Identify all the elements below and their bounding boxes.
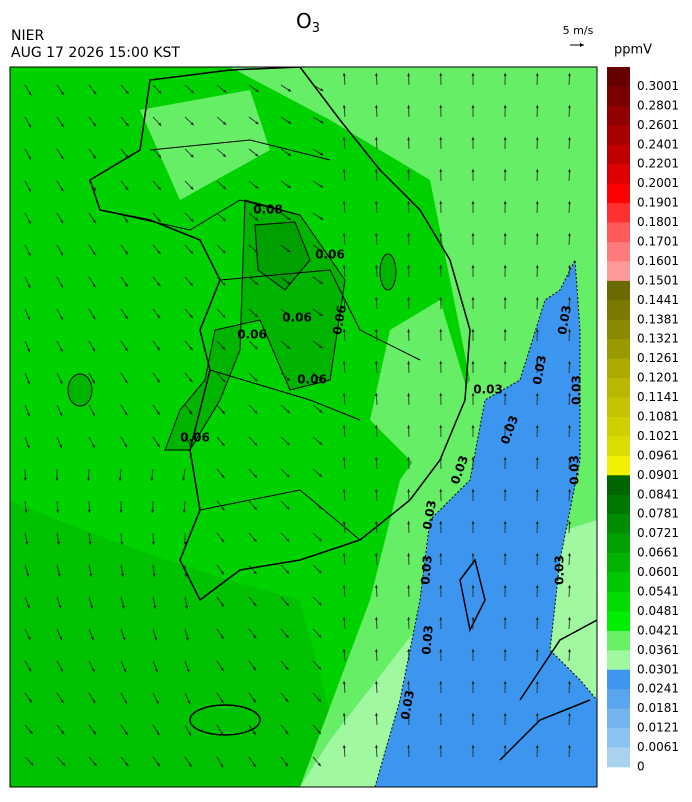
colorbar-label: 0.1701: [637, 235, 679, 249]
colorbar-swatch: [607, 300, 630, 320]
colorbar-label: 0.1261: [637, 351, 679, 365]
wind-reference-head: [580, 43, 584, 47]
colorbar-label: 0.0841: [637, 487, 679, 501]
contour-label: 0.03: [419, 625, 436, 656]
colorbar-swatch: [607, 281, 630, 301]
colorbar-label: 0.1801: [637, 215, 679, 229]
colorbar-swatch: [607, 456, 630, 476]
title: O3: [296, 9, 320, 36]
colorbar-swatch: [607, 534, 630, 554]
colorbar-swatch: [607, 670, 630, 690]
contour-label: 0.06: [237, 328, 267, 342]
high-ozone-region: [68, 374, 92, 406]
colorbar-unit: ppmV: [614, 43, 652, 58]
high-ozone-region: [380, 254, 396, 290]
colorbar-label: 0.0241: [637, 682, 679, 696]
wind-reference: 5 m/s: [563, 24, 594, 37]
colorbar-label: 0.2401: [637, 137, 679, 151]
colorbar-swatch: [607, 475, 630, 495]
colorbar-swatch: [607, 689, 630, 709]
timestamp: AUG 17 2026 15:00 KST: [11, 45, 180, 61]
colorbar-swatch: [607, 261, 630, 281]
colorbar-label: 0.2001: [637, 176, 679, 190]
colorbar-label: 0.1201: [637, 371, 679, 385]
contour-label: 0.03: [570, 375, 584, 405]
colorbar-swatch: [607, 748, 630, 768]
colorbar-swatch: [607, 320, 630, 340]
colorbar: 0.3001 0.2801 0.2601 0.2401 0.2201 0.2001 0.19…: [607, 67, 679, 774]
colorbar-label: 0.3001: [637, 79, 679, 93]
colorbar-swatch: [607, 553, 630, 573]
colorbar-label: 0.1601: [637, 254, 679, 268]
colorbar-swatch: [607, 611, 630, 631]
colorbar-label: 0.0781: [637, 507, 679, 521]
title-main: O: [296, 9, 312, 33]
colorbar-label: 0.1141: [637, 390, 679, 404]
contour-label: 0.08: [253, 203, 283, 217]
colorbar-swatch: [607, 495, 630, 515]
contour-label: 0.06: [282, 311, 312, 325]
contour-label: 0.06: [297, 373, 327, 387]
colorbar-label: 0.0661: [637, 546, 679, 560]
colorbar-label: 0.1501: [637, 273, 679, 287]
agency: NIER: [11, 28, 44, 44]
colorbar-swatch: [607, 145, 630, 165]
colorbar-label: 0.2201: [637, 157, 679, 171]
colorbar-swatch: [607, 378, 630, 398]
colorbar-swatch: [607, 709, 630, 729]
colorbar-label: 0.0601: [637, 565, 679, 579]
contour-label: 0.06: [315, 248, 345, 262]
title-subscript: 3: [312, 21, 320, 36]
colorbar-label: 0.2601: [637, 118, 679, 132]
colorbar-swatch: [607, 398, 630, 418]
colorbar-swatch: [607, 631, 630, 651]
contour-label: 0.03: [553, 555, 567, 585]
colorbar-label: 0.2801: [637, 98, 679, 112]
colorbar-swatch: [607, 184, 630, 204]
colorbar-label: 0.0121: [637, 721, 679, 735]
colorbar-label: 0.0481: [637, 604, 679, 618]
colorbar-label: 0.1081: [637, 410, 679, 424]
colorbar-label: 0.1381: [637, 312, 679, 326]
colorbar-swatch: [607, 592, 630, 612]
colorbar-swatch: [607, 436, 630, 456]
colorbar-label: 0.1901: [637, 196, 679, 210]
colorbar-swatch: [607, 125, 630, 145]
colorbar-label: 0: [637, 760, 645, 774]
colorbar-label: 0.1321: [637, 332, 679, 346]
colorbar-swatch: [607, 242, 630, 262]
colorbar-label: 0.0901: [637, 468, 679, 482]
colorbar-label: 0.1441: [637, 293, 679, 307]
colorbar-label: 0.0061: [637, 740, 679, 754]
colorbar-swatch: [607, 86, 630, 106]
colorbar-swatch: [607, 203, 630, 223]
colorbar-swatch: [607, 573, 630, 593]
colorbar-swatch: [607, 339, 630, 359]
colorbar-swatch: [607, 223, 630, 243]
colorbar-label: 0.0301: [637, 662, 679, 676]
contour-label: 0.03: [418, 555, 435, 586]
colorbar-label: 0.0421: [637, 623, 679, 637]
contour-label: 0.03: [568, 455, 582, 485]
colorbar-swatch: [607, 650, 630, 670]
colorbar-label: 0.0361: [637, 643, 679, 657]
colorbar-swatch: [607, 417, 630, 437]
colorbar-swatch: [607, 67, 630, 87]
colorbar-swatch: [607, 728, 630, 748]
colorbar-label: 0.0721: [637, 526, 679, 540]
colorbar-label: 0.0541: [637, 585, 679, 599]
colorbar-swatch: [607, 164, 630, 184]
colorbar-swatch: [607, 106, 630, 126]
contour-label: 0.03: [473, 383, 503, 397]
colorbar-swatch: [607, 359, 630, 379]
colorbar-label: 0.0961: [637, 448, 679, 462]
colorbar-swatch: [607, 514, 630, 534]
colorbar-label: 0.0181: [637, 701, 679, 715]
contour-label: 0.06: [180, 431, 210, 445]
map: 0.080.060.060.060.060.060.060.030.030.03…: [10, 67, 597, 787]
colorbar-label: 0.1021: [637, 429, 679, 443]
